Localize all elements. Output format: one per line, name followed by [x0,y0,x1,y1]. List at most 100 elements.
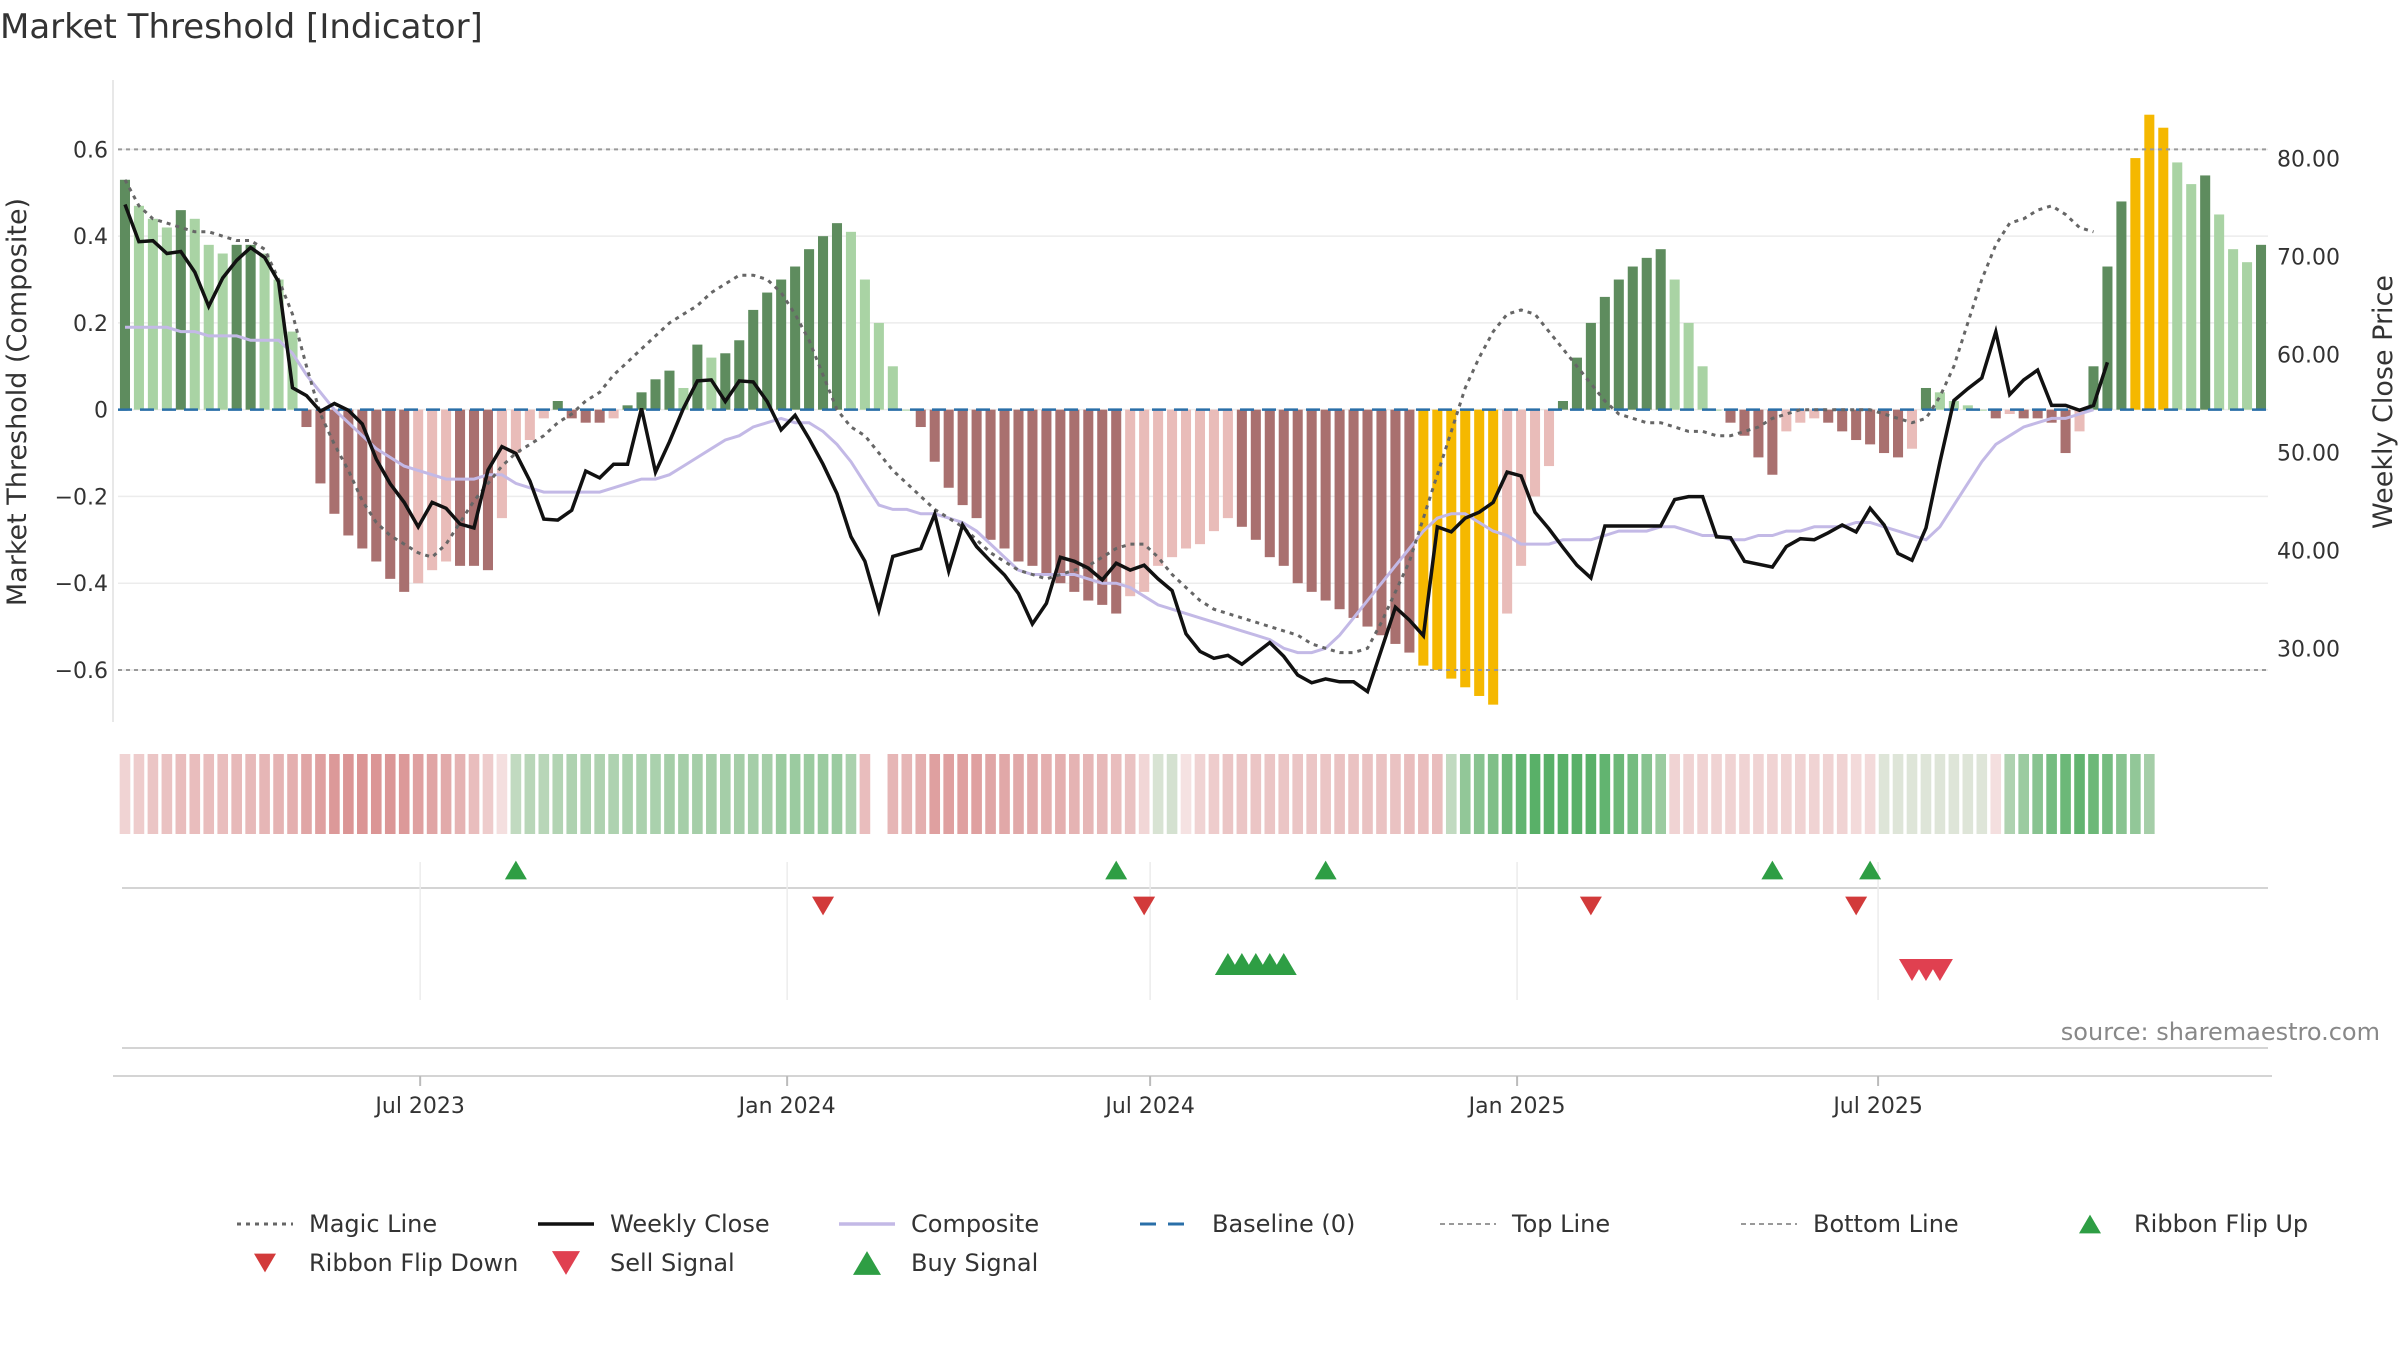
y2-axis-label: Weekly Close Price [2368,275,2399,529]
ribbon-cell [1892,754,1904,834]
ribbon-cell [845,754,857,834]
ribbon-cell [1055,754,1066,834]
ribbon-cell [189,754,201,834]
ribbon-cell [1390,754,1401,834]
legend-label: Bottom Line [1813,1210,1959,1238]
composite-bar [524,409,535,441]
ribbon-cell [384,754,396,834]
ribbon-cell [1250,754,1262,834]
composite-bar [1055,409,1066,584]
weekly-close-line [123,203,2110,695]
ribbon-cell [1362,754,1373,834]
composite-bar [1990,409,2001,419]
composite-bar [1976,409,1987,411]
ribbon-cell [915,754,927,834]
ribbon-cell [1599,754,1611,834]
ribbon-cell [2130,754,2141,834]
legend-item: Top Line [1440,1210,1610,1238]
ribbon-cell [1557,754,1569,834]
composite-bar [804,249,815,410]
ribbon-cell [496,754,508,834]
ribbon-cell [803,754,815,834]
composite-bar [929,409,940,462]
composite-bar [1320,409,1331,601]
composite-bar [845,231,856,410]
composite-bar [692,344,703,410]
ribbon-cell [412,754,424,834]
composite-bar [594,409,605,423]
composite-bar [2214,214,2225,410]
y-tick-label: −0.2 [55,485,108,510]
ribbon-cell [831,754,843,834]
ribbon-cell [580,754,591,834]
composite-bar [1865,409,1876,445]
ribbon-cell [245,754,256,834]
composite-bar [2088,366,2099,410]
composite-bar [1041,409,1052,575]
composite-bar [1920,387,1931,410]
y-tick-label: 0 [94,399,108,424]
composite-bar [706,357,717,410]
ribbon-cell [566,754,578,834]
composite-bar [1725,409,1736,423]
legend-label: Weekly Close [610,1210,770,1238]
composite-bar [301,409,312,428]
ribbon-cell [1878,754,1890,834]
composite-bar [1753,409,1764,458]
ribbon-cell [594,754,605,834]
composite-bar [636,392,647,410]
composite-bar [2102,266,2113,410]
y-tick-label: −0.4 [55,572,108,597]
legend-marker [2079,1214,2101,1234]
ribbon-cell [147,754,159,834]
ribbon-cell [789,754,801,834]
ribbon-cell [510,754,522,834]
ribbon-cell [133,754,145,834]
composite-bar [329,409,340,514]
composite-bar [1893,409,1904,458]
composite-bar [287,331,298,410]
ribbon-cell [161,754,173,834]
composite-bar [119,179,131,410]
ribbon-cell [2144,754,2155,834]
composite-bar [1613,279,1624,410]
y-tick-label: 0.6 [73,138,108,163]
ribbon-cell [608,754,619,834]
ribbon-cell [552,754,564,834]
y-tick-label: 0.2 [73,312,108,337]
composite-bar [2200,175,2211,410]
legend-item: Composite [839,1210,1039,1238]
composite-bar [161,227,172,410]
composite-bar [1306,409,1317,592]
composite-bar [664,370,675,410]
ribbon-cell [454,754,466,834]
legend-label: Ribbon Flip Down [309,1249,518,1277]
x-tick-label: Jan 2024 [737,1094,836,1119]
composite-bar [1557,401,1568,410]
legend-marker [254,1253,276,1273]
composite-bar [957,409,968,506]
composite-bar [371,409,382,562]
composite-bar [1125,409,1136,597]
composite-bar [1097,409,1108,605]
composite-bar [1069,409,1080,592]
composite-bar [1404,409,1415,653]
legend-item: Buy Signal [853,1249,1038,1277]
ribbon-cell [2116,754,2127,834]
ribbon-cell [1836,754,1848,834]
ribbon-cell [1082,754,1094,834]
x-axis: Jul 2023 Jan 2024 Jul 2024 Jan 2025 Jul 2025 [113,1075,2272,1119]
composite-bar [1669,279,1680,410]
composite-bar [175,210,186,410]
ribbon-cell [2018,754,2029,834]
composite-bar [1278,409,1289,566]
ribbon-cell [259,754,270,834]
composite-bar [999,409,1010,549]
x-tick-label: Jan 2025 [1467,1094,1566,1119]
composite-bar [441,409,452,562]
ribbon-cell [1934,754,1946,834]
ribbon-cell [343,754,354,834]
x-tick-label: Jul 2025 [1831,1094,1923,1119]
composite-bar [315,409,326,484]
ribbon-cell [1725,754,1736,834]
